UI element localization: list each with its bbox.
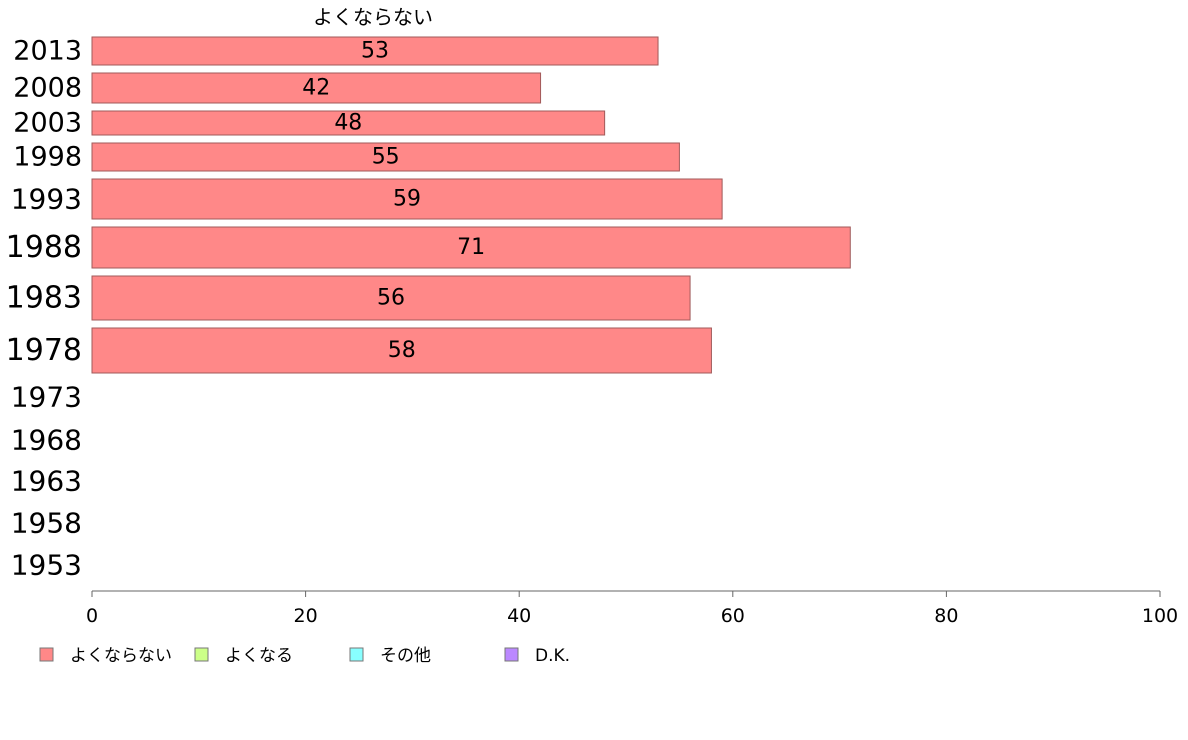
- x-tick-label: 100: [1142, 605, 1178, 627]
- y-tick-label: 1983: [6, 281, 82, 316]
- bar-value-label: 55: [372, 145, 400, 170]
- x-tick-label: 80: [934, 605, 958, 627]
- legend-swatch: [504, 647, 519, 662]
- bar: [91, 275, 691, 321]
- y-tick-label: 1978: [6, 333, 82, 368]
- y-tick-label: 2013: [13, 36, 82, 67]
- bar-value-label: 59: [393, 187, 421, 212]
- bar: [91, 142, 680, 172]
- bar: [91, 178, 723, 220]
- bar-value-label: 53: [361, 39, 389, 64]
- bar-value-label: 58: [388, 338, 416, 363]
- legend: よくならない よくなる その他 D.K.: [39, 646, 570, 666]
- y-tick-label: 1973: [11, 381, 82, 414]
- y-tick-label: 1958: [11, 507, 82, 540]
- y-tick-label: 1968: [11, 424, 82, 457]
- legend-label: D.K.: [535, 646, 570, 666]
- x-axis: 0 20 40 60 80 100: [86, 590, 1178, 627]
- legend-swatch: [39, 647, 54, 662]
- y-tick-label: 2003: [13, 108, 82, 139]
- y-tick-label: 2008: [13, 73, 82, 104]
- x-tick-label: 60: [721, 605, 745, 627]
- legend-label: よくなる: [225, 646, 293, 666]
- legend-swatch: [349, 647, 364, 662]
- bar-value-label: 71: [457, 235, 485, 260]
- x-tick-label: 0: [86, 605, 98, 627]
- bar: [91, 327, 712, 374]
- y-tick-label: 1998: [13, 142, 82, 173]
- bar: [91, 36, 659, 66]
- x-tick-label: 20: [294, 605, 318, 627]
- bar: [91, 110, 606, 136]
- legend-label: その他: [380, 646, 431, 666]
- y-tick-label: 1953: [11, 549, 82, 582]
- y-tick-label: 1993: [11, 183, 82, 216]
- legend-swatch: [194, 647, 209, 662]
- bar: [91, 226, 851, 269]
- chart-title: よくならない: [313, 5, 433, 29]
- bar: [91, 72, 542, 104]
- y-tick-label: 1963: [11, 465, 82, 498]
- bar-value-label: 42: [302, 76, 330, 101]
- legend-label: よくならない: [70, 646, 172, 666]
- bar-value-label: 48: [334, 111, 362, 136]
- x-tick-label: 40: [507, 605, 531, 627]
- bar-value-label: 56: [377, 286, 405, 311]
- y-tick-label: 1988: [6, 230, 82, 265]
